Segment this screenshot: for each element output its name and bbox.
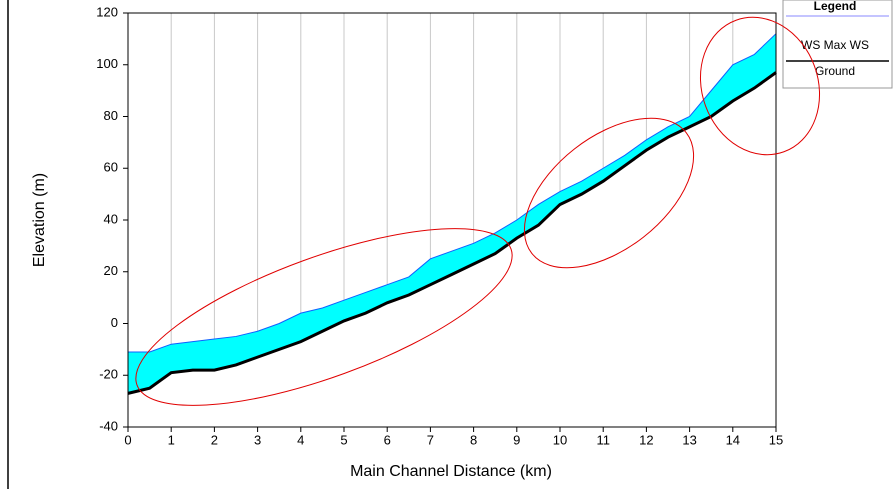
x-tick-label: 4	[297, 432, 304, 447]
x-tick-label: 13	[682, 432, 696, 447]
highlight-ellipse	[135, 228, 513, 406]
x-tick-label: 1	[168, 432, 175, 447]
x-tick-label: 10	[553, 432, 567, 447]
x-tick-label: 9	[513, 432, 520, 447]
ground-line	[127, 71, 777, 395]
x-tick-label: 2	[211, 432, 218, 447]
x-tick-label: 7	[427, 432, 434, 447]
x-tick-label: 14	[726, 432, 740, 447]
legend: Legend WS Max WS Ground	[782, 0, 893, 89]
y-tick-label: 100	[96, 56, 118, 71]
plot-border	[127, 12, 777, 428]
x-tick-label: 3	[254, 432, 261, 447]
y-tick-label: 80	[104, 108, 118, 123]
y-tick-label: -40	[99, 418, 118, 433]
x-tick-label: 8	[470, 432, 477, 447]
x-tick-label: 5	[340, 432, 347, 447]
x-tick-label: 0	[124, 432, 131, 447]
y-tick-label: -20	[99, 367, 118, 382]
legend-label: WS Max WS	[801, 38, 869, 52]
x-tick-label: 6	[384, 432, 391, 447]
highlight-ellipse	[699, 16, 821, 156]
legend-box	[782, 0, 893, 89]
legend-label: Ground	[815, 64, 855, 78]
ws-line	[128, 33, 777, 353]
ground-area	[128, 72, 776, 427]
y-tick-label: 40	[104, 211, 118, 226]
y-axis-title: Elevation (m)	[31, 173, 48, 267]
x-tick-label: 12	[639, 432, 653, 447]
y-tick-label: 60	[104, 160, 118, 175]
x-tick-label: 15	[769, 432, 783, 447]
x-axis-title: Main Channel Distance (km)	[350, 463, 552, 480]
x-tick-label: 11	[596, 432, 610, 447]
y-tick-label: 0	[111, 315, 118, 330]
legend-title: Legend	[814, 0, 857, 13]
y-tick-label: 20	[104, 263, 118, 278]
y-tick-label: 120	[96, 4, 118, 19]
plot-area: 0 1 2 3 4 5 6 7 8 9 10 11 12 13 14 15-40-20020406080100…	[96, 4, 783, 447]
highlight-ellipse	[523, 117, 695, 269]
annotations	[135, 16, 821, 406]
